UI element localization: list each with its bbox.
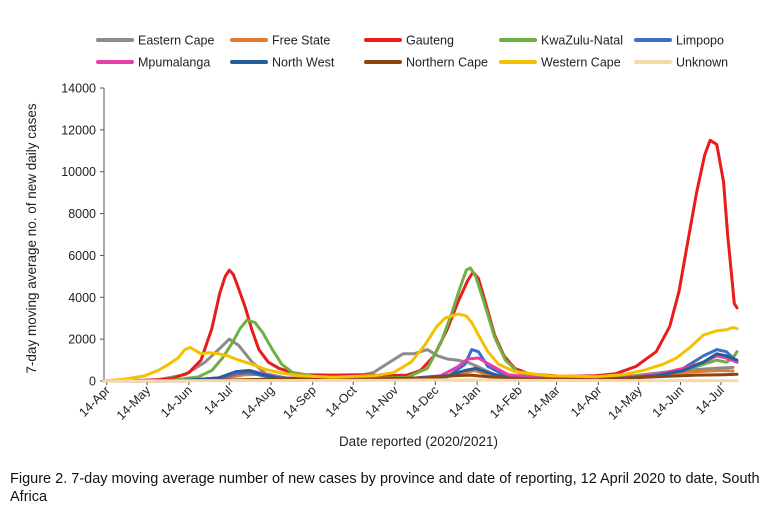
series-line-unknown	[102, 378, 739, 383]
x-tick-label: 14-Jun	[650, 383, 687, 420]
x-tick-label: 14-Jan	[446, 383, 483, 420]
y-tick-label: 12000	[61, 123, 96, 137]
legend-item: Free State	[230, 34, 330, 48]
x-tick-label: 14-Jul	[693, 383, 727, 417]
x-tick-label: 14-Dec	[403, 383, 441, 421]
x-tick-label: 14-Aug	[239, 383, 277, 421]
y-tick-label: 10000	[61, 165, 96, 179]
legend-item: Gauteng	[364, 34, 454, 48]
legend-item: Mpumalanga	[96, 56, 210, 70]
y-tick-label: 4000	[68, 291, 96, 305]
x-tick-label: 14-May	[605, 383, 645, 423]
y-tick-label: 6000	[68, 249, 96, 263]
x-axis-ticks: 14-Apr 14-May 14-Jun 14-Jul 14-Aug 14-Sep 14-O…	[76, 381, 727, 423]
legend-label: Unknown	[676, 56, 728, 70]
series-line-western-cape	[102, 312, 739, 383]
series-line-north-west	[102, 352, 739, 383]
x-tick-label: 14-Apr	[76, 383, 112, 419]
legend-item: Limpopo	[634, 34, 724, 48]
legend-label: Limpopo	[676, 34, 724, 48]
legend-label: Eastern Cape	[138, 34, 214, 48]
x-axis-title: Date reported (2020/2021)	[339, 434, 498, 449]
legend: Eastern Cape Free State Gauteng KwaZulu-Nat…	[96, 34, 728, 70]
x-tick-label: 14-May	[114, 383, 154, 423]
legend-item: North West	[230, 56, 335, 70]
legend-label: North West	[272, 56, 335, 70]
legend-item: Western Cape	[499, 56, 621, 70]
x-tick-label: 14-Apr	[568, 383, 604, 419]
series-line-limpopo	[102, 348, 739, 383]
legend-label: Mpumalanga	[138, 56, 210, 70]
legend-label: Free State	[272, 34, 330, 48]
y-tick-label: 8000	[68, 207, 96, 221]
x-tick-label: 14-Jun	[158, 383, 195, 420]
x-tick-label: 14-Jul	[201, 383, 235, 417]
y-axis-ticks: 0 2000 4000 6000 8000 10000 12000 14000	[61, 82, 104, 389]
y-tick-label: 0	[89, 375, 96, 389]
series-lines	[102, 138, 739, 383]
legend-item: Eastern Cape	[96, 34, 214, 48]
legend-item: Northern Cape	[364, 56, 488, 70]
x-tick-label: 14-Nov	[363, 383, 402, 422]
x-tick-label: 14-Oct	[323, 383, 360, 420]
y-axis-title: 7-day moving average no. of new daily ca…	[24, 103, 39, 373]
chart: Eastern Cape Free State Gauteng KwaZulu-Nat…	[24, 34, 739, 449]
x-tick-label: 14-Mar	[525, 383, 563, 421]
legend-item: KwaZulu-Natal	[499, 34, 623, 48]
x-tick-label: 14-Sep	[280, 383, 318, 421]
legend-label: Northern Cape	[406, 56, 488, 70]
y-tick-label: 14000	[61, 82, 96, 96]
x-tick-label: 14-Feb	[487, 383, 525, 421]
legend-item: Unknown	[634, 56, 728, 70]
legend-label: Gauteng	[406, 34, 454, 48]
figure-caption: Figure 2. 7-day moving average number of…	[10, 471, 760, 505]
legend-label: KwaZulu-Natal	[541, 34, 623, 48]
series-line-gauteng	[102, 138, 739, 383]
legend-label: Western Cape	[541, 56, 621, 70]
y-tick-label: 2000	[68, 333, 96, 347]
